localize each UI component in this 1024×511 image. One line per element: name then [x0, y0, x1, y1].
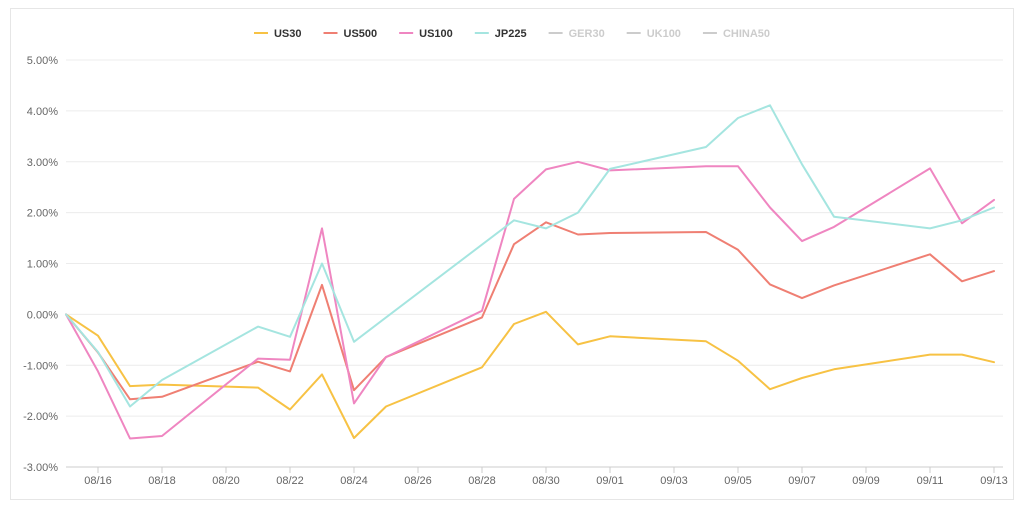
series-line-us30 — [65, 310, 995, 439]
x-tick-label: 08/20 — [212, 475, 240, 487]
x-tick-label: 08/30 — [532, 475, 560, 487]
x-axis: 08/16 08/18 08/20 08/22 08/24 08/26 08/28 08/30… — [66, 466, 1008, 487]
legend-label: US30 — [274, 28, 302, 40]
series-line-jp225 — [65, 104, 995, 408]
legend-label: CHINA50 — [723, 28, 770, 40]
y-tick-label: 5.00% — [27, 55, 58, 67]
x-tick-label: 09/03 — [660, 475, 688, 487]
grid-lines — [66, 59, 1003, 468]
legend-item-us500[interactable]: US500 — [323, 28, 378, 40]
x-tick-label: 09/07 — [788, 475, 816, 487]
x-tick-label: 09/13 — [980, 475, 1008, 487]
y-tick-label: 4.00% — [27, 106, 58, 118]
x-tick-label: 08/18 — [148, 475, 176, 487]
y-tick-label: 2.00% — [27, 208, 58, 220]
x-tick-label: 08/24 — [340, 475, 368, 487]
y-tick-label: 0.00% — [27, 309, 58, 321]
series-group — [65, 104, 995, 440]
y-tick-label: -1.00% — [23, 360, 58, 372]
legend-item-uk100[interactable]: UK100 — [626, 28, 681, 40]
x-tick-label: 09/01 — [596, 475, 624, 487]
x-tick-label: 09/05 — [724, 475, 752, 487]
x-tick-label: 08/28 — [468, 475, 496, 487]
x-tick-label: 08/26 — [404, 475, 432, 487]
legend-item-jp225[interactable]: JP225 — [474, 28, 527, 40]
legend-item-us100[interactable]: US100 — [399, 28, 453, 40]
legend-label: US100 — [419, 28, 453, 40]
x-tick-label: 08/16 — [84, 475, 112, 487]
series-line-us500 — [65, 221, 995, 401]
legend-item-ger30[interactable]: GER30 — [548, 28, 605, 40]
series-line-us100 — [65, 160, 995, 440]
legend-label: GER30 — [569, 28, 605, 40]
y-axis: 5.00% 4.00% 3.00% 2.00% 1.00% 0.00% -1.00% -2.0… — [23, 55, 58, 474]
legend[interactable]: US30 US500 US100 JP225 GER30 UK100 CHINA50 — [253, 28, 770, 40]
x-tick-label: 09/11 — [917, 475, 944, 487]
legend-item-us30[interactable]: US30 — [253, 28, 302, 40]
legend-item-china50[interactable]: CHINA50 — [702, 28, 770, 40]
chart-frame — [10, 8, 1014, 500]
y-tick-label: 3.00% — [27, 157, 58, 169]
x-tick-label: 08/22 — [276, 475, 304, 487]
legend-label: UK100 — [647, 28, 681, 40]
y-tick-label: -2.00% — [23, 411, 58, 423]
y-tick-label: -3.00% — [23, 462, 58, 474]
legend-label: JP225 — [495, 28, 527, 40]
y-tick-label: 1.00% — [27, 259, 58, 271]
x-tick-label: 09/09 — [852, 475, 880, 487]
legend-label: US500 — [344, 28, 378, 40]
